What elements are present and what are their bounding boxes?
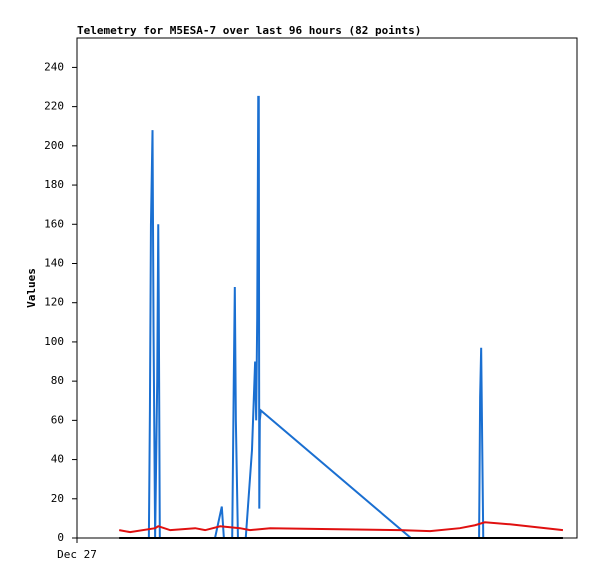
y-tick-label: 240 <box>44 60 64 73</box>
y-tick-label: 60 <box>51 413 64 426</box>
series-line <box>119 521 564 534</box>
series-line <box>147 95 485 539</box>
y-tick-label: 120 <box>44 296 64 309</box>
y-tick-label: 80 <box>51 374 64 387</box>
y-tick-label: 20 <box>51 492 64 505</box>
y-tick-label: 220 <box>44 100 64 113</box>
y-tick-label: 140 <box>44 256 64 269</box>
y-axis-label: Values <box>25 268 38 308</box>
y-tick-label: 200 <box>44 139 64 152</box>
y-tick-label: 160 <box>44 217 64 230</box>
y-tick-label: 0 <box>57 531 64 544</box>
y-tick-label: 180 <box>44 178 64 191</box>
y-tick-label: 40 <box>51 453 64 466</box>
chart-title: Telemetry for M5ESA-7 over last 96 hours… <box>77 24 421 37</box>
x-tick-label: Dec 27 <box>57 548 97 561</box>
y-tick-label: 100 <box>44 335 64 348</box>
